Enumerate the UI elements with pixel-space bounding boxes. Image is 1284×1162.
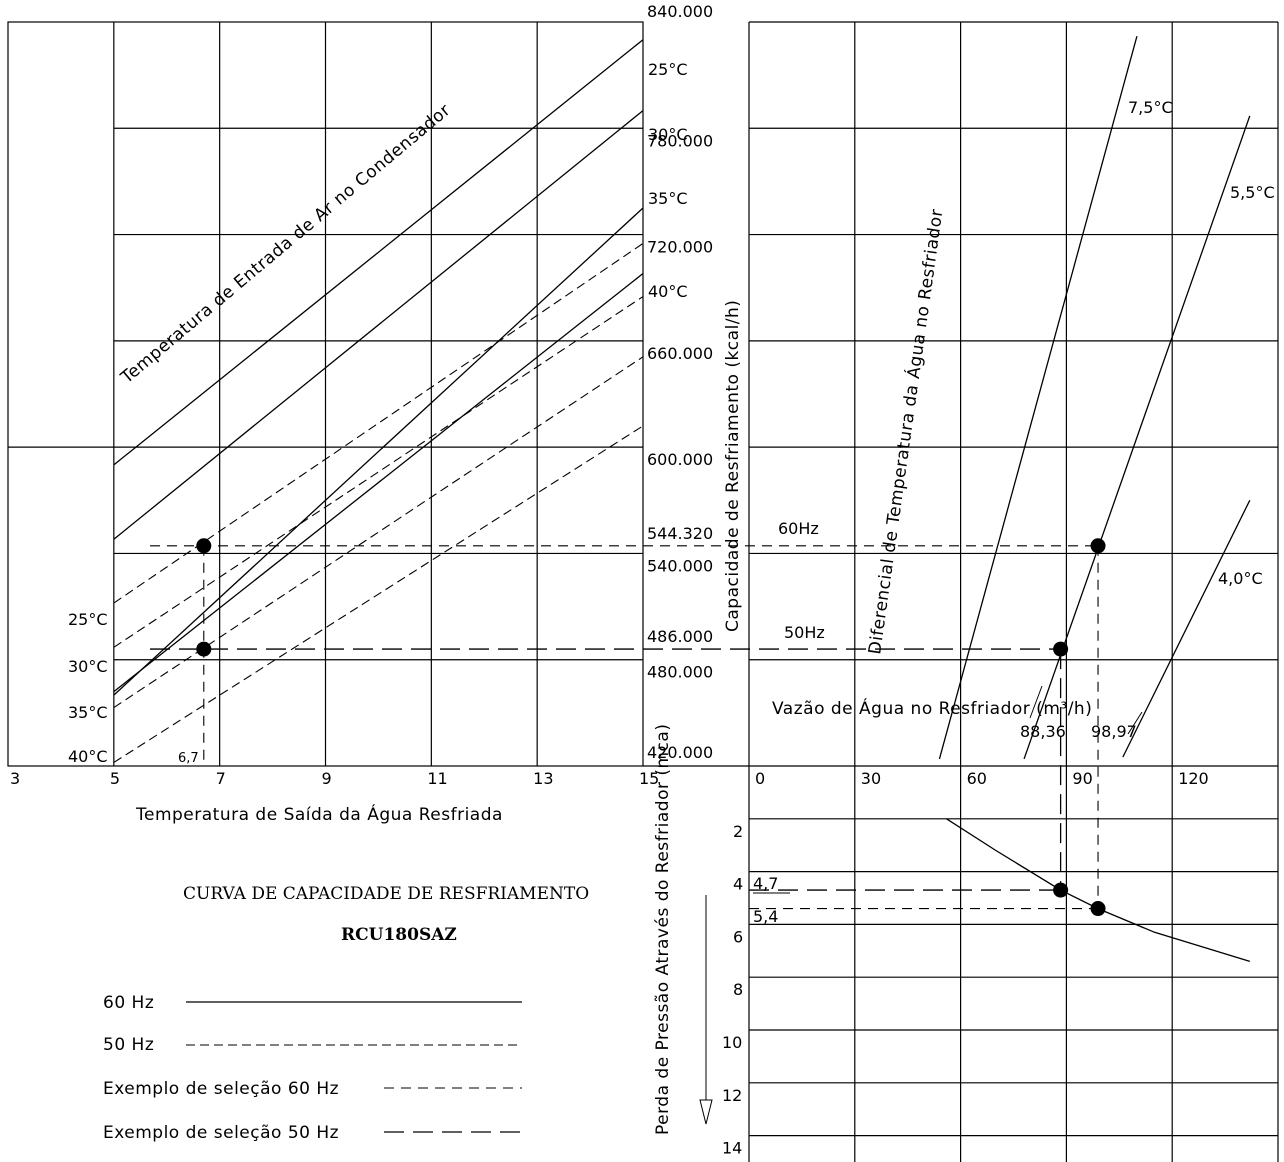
flow-leader-60 xyxy=(1127,711,1143,735)
legend-ex60-label: Exemplo de seleção 60 Hz xyxy=(103,1079,339,1099)
diff-curve-label: 5,5°C xyxy=(1230,183,1275,202)
y-tick-capacity: 660.000 xyxy=(647,344,713,363)
x-tick-left: 5 xyxy=(110,769,120,788)
y-tick-pressure: 10 xyxy=(722,1033,742,1052)
left-temp-label: 25°C xyxy=(68,610,108,629)
flow-axis-label: Vazão de Água no Resfriador (m³/h) xyxy=(772,697,1092,719)
chart-title: CURVA DE CAPACIDADE DE RESFRIAMENTO xyxy=(183,884,589,904)
pressure-arrow-head xyxy=(699,1099,713,1125)
flow-value-60: 98,97 xyxy=(1091,722,1137,741)
diff-curve xyxy=(938,36,1138,760)
legend-ex50-label: Exemplo de seleção 50 Hz xyxy=(103,1123,339,1143)
selection-point xyxy=(1090,538,1106,554)
y-tick-pressure: 2 xyxy=(733,822,743,841)
legend-50hz-label: 50 Hz xyxy=(103,1035,154,1055)
diff-curve-label: 4,0°C xyxy=(1218,569,1263,588)
selection-point xyxy=(1053,641,1069,657)
capacity-60-label: 544.320 xyxy=(647,524,713,543)
legend: 60 Hz 50 Hz Exemplo de seleção 60 Hz Exe… xyxy=(103,993,522,1143)
x-tick-flow: 0 xyxy=(755,769,765,788)
left-temp-label: 30°C xyxy=(68,657,108,676)
grid xyxy=(7,21,1279,1162)
right-temp-label: 40°C xyxy=(648,282,688,301)
curve-50Hz-40c xyxy=(113,425,644,763)
curve-50Hz-35c xyxy=(113,356,644,709)
right-temp-label: 30°C xyxy=(648,125,688,144)
x-tick-flow: 30 xyxy=(861,769,881,788)
y-tick-capacity: 840.000 xyxy=(647,2,713,21)
curve-60Hz-35c xyxy=(113,207,644,696)
x-tick-flow: 90 xyxy=(1072,769,1092,788)
y-tick-pressure: 8 xyxy=(733,980,743,999)
pressure-axis-label-line: Perda de Pressão Através do Resfriador (… xyxy=(653,724,673,1135)
selection-point xyxy=(196,641,212,657)
x-selection-label: 6,7 xyxy=(178,751,199,766)
pressure-curve xyxy=(946,818,1250,963)
y-tick-capacity: 480.000 xyxy=(647,663,713,682)
flow-value-50: 88,36 xyxy=(1020,722,1066,741)
y-tick-capacity: 540.000 xyxy=(647,556,713,575)
selection-point xyxy=(1090,901,1106,917)
tick-labels: 3 5 7 9 11 13 15420.000480.000540.000600.00066… xyxy=(10,2,1275,1158)
freq-60-label: 60Hz xyxy=(778,519,819,538)
y-tick-pressure: 14 xyxy=(722,1139,742,1158)
diff-curve xyxy=(1122,499,1251,758)
y-tick-capacity: 780.000 xyxy=(647,131,713,150)
x-axis-label-left: Temperatura de Saída da Água Resfriada xyxy=(135,803,503,825)
selection-examples xyxy=(150,538,1106,917)
curve-50Hz-25c xyxy=(113,242,644,604)
x-tick-left: 15 xyxy=(639,769,659,788)
selection-point xyxy=(196,538,212,554)
condenser-temp-label: Temperatura de Entrada de Ar no Condensa… xyxy=(117,100,455,388)
x-tick-left: 7 xyxy=(216,769,226,788)
right-temp-label: 35°C xyxy=(648,189,688,208)
diff-curve-label: 7,5°C xyxy=(1128,98,1173,117)
x-tick-flow: 60 xyxy=(967,769,987,788)
freq-50-label: 50Hz xyxy=(784,623,825,642)
right-temp-label: 25°C xyxy=(648,60,688,79)
x-tick-left: 3 xyxy=(10,769,20,788)
diff-curve xyxy=(1023,115,1251,760)
x-tick-left: 9 xyxy=(322,769,332,788)
curve-60Hz-30c xyxy=(113,110,644,540)
curve-50Hz-30c xyxy=(113,296,644,648)
flow-leader-50 xyxy=(1029,685,1043,719)
curve-60Hz-40c xyxy=(113,273,644,693)
x-tick-flow: 120 xyxy=(1178,769,1209,788)
x-tick-left: 13 xyxy=(533,769,553,788)
curve-60Hz-25c xyxy=(113,39,644,466)
pressure-axis-label: Perda de Pressão Através do Resfriador (… xyxy=(653,724,673,1135)
y-tick-pressure: 12 xyxy=(722,1086,742,1105)
selection-point xyxy=(1053,882,1069,898)
left-temp-label: 35°C xyxy=(68,703,108,722)
chart-subtitle: RCU180SAZ xyxy=(341,925,457,945)
y-tick-capacity: 420.000 xyxy=(647,743,713,762)
pressure-value-50: 4,7 xyxy=(753,874,778,893)
water-diff-label: Diferencial de Temperatura da Água no Re… xyxy=(863,207,947,655)
capacity-50-label: 486.000 xyxy=(647,627,713,646)
pressure-value-60: 5,4 xyxy=(753,907,778,926)
left-temp-label: 40°C xyxy=(68,747,108,766)
y-tick-capacity: 720.000 xyxy=(647,238,713,257)
legend-60hz-label: 60 Hz xyxy=(103,993,154,1013)
y-tick-pressure: 4 xyxy=(733,875,743,894)
x-tick-left: 11 xyxy=(427,769,447,788)
y-tick-capacity: 600.000 xyxy=(647,450,713,469)
y-axis-label-capacity: Capacidade de Resfriamento (kcal/h) xyxy=(723,300,743,632)
y-tick-pressure: 6 xyxy=(733,927,743,946)
